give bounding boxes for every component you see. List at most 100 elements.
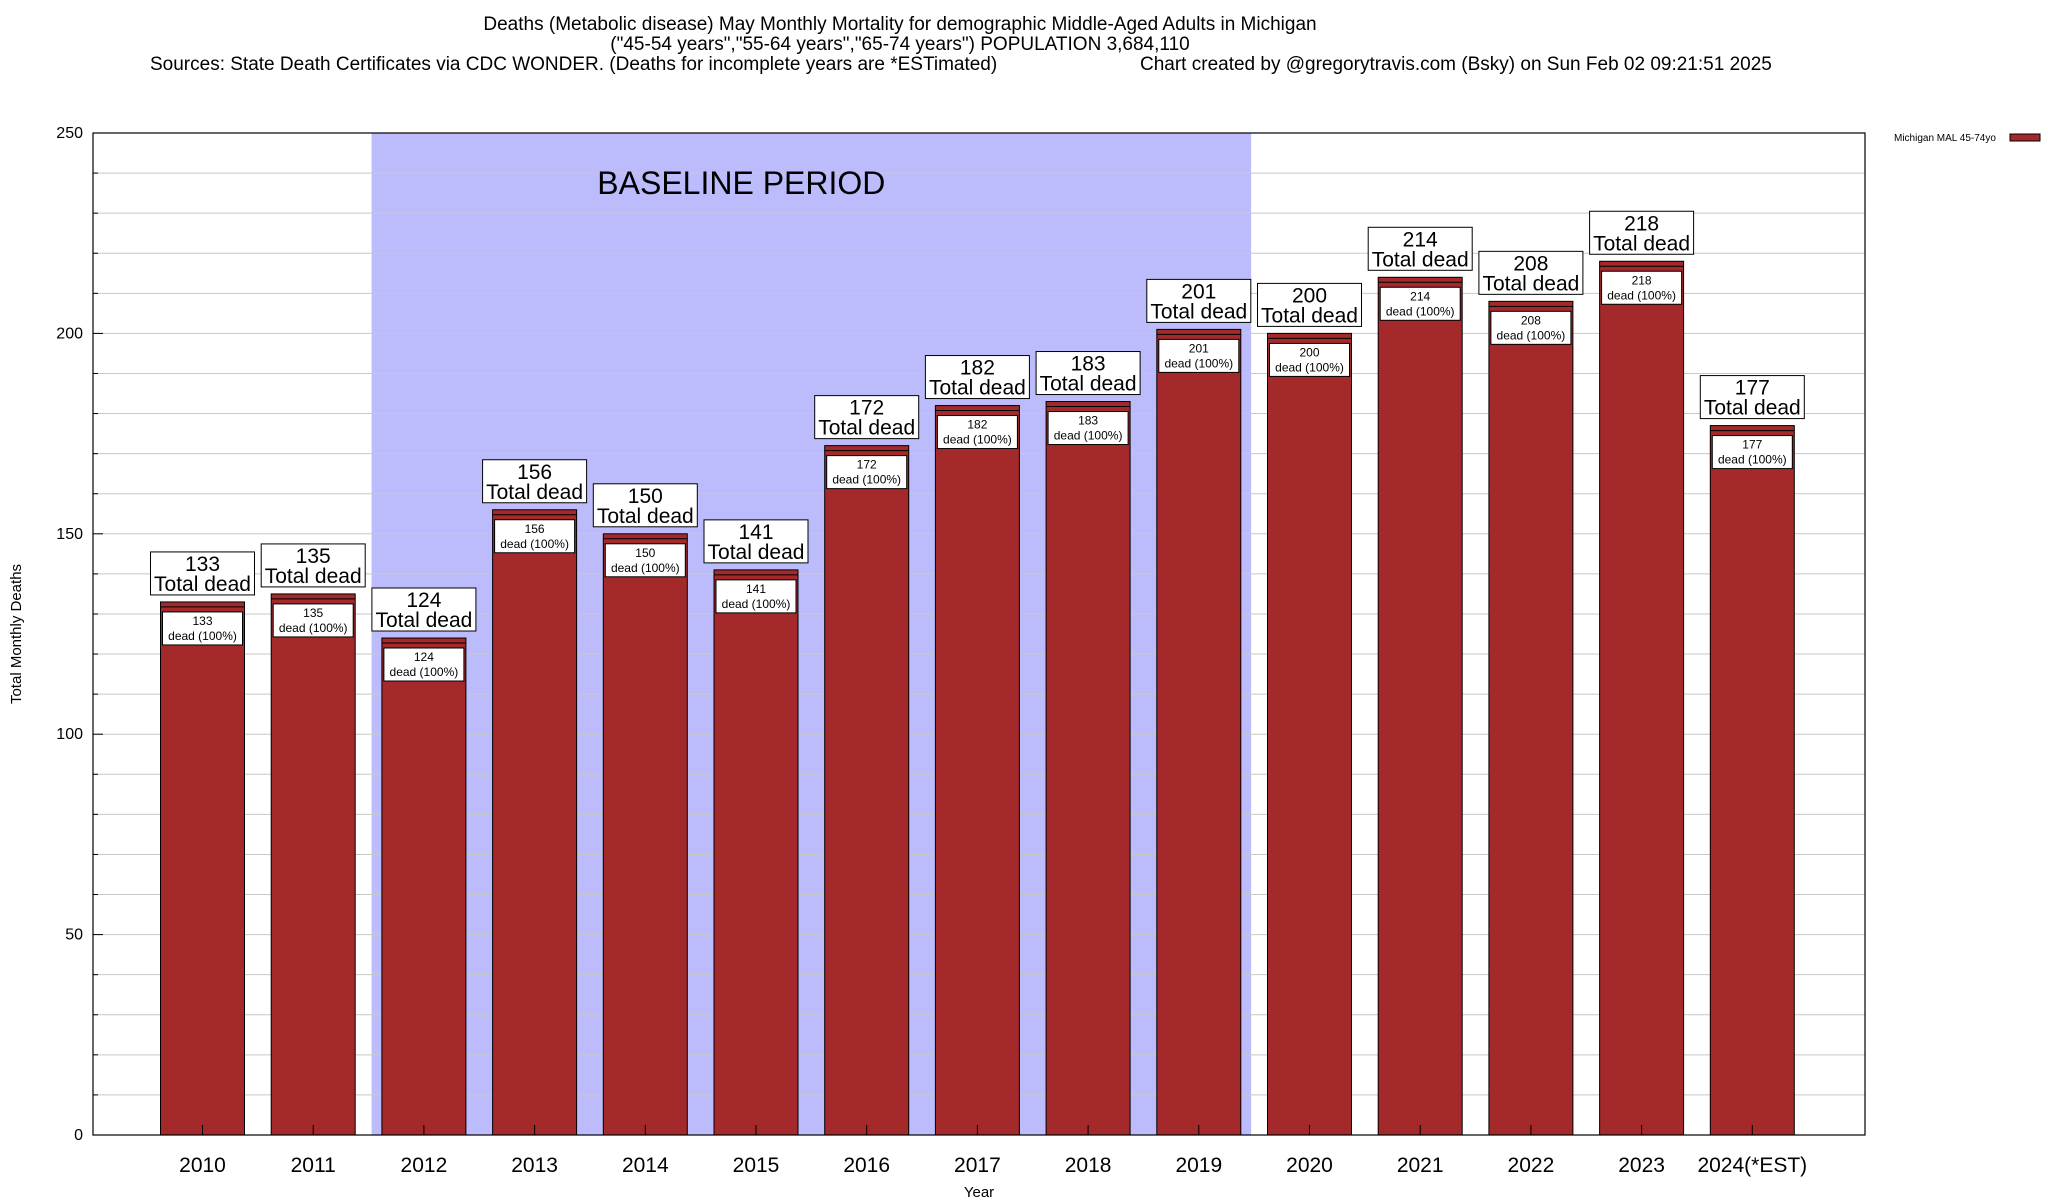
total-label-box xyxy=(1699,375,1805,420)
inner-label-box xyxy=(383,647,465,682)
inner-label-value: 208 xyxy=(1521,313,1541,327)
bar xyxy=(270,593,356,1136)
bar xyxy=(602,533,688,1136)
inner-label-value: 124 xyxy=(414,650,434,664)
bar xyxy=(160,601,245,1136)
bar xyxy=(1599,260,1685,1136)
x-tick-label: 2010 xyxy=(179,1154,226,1177)
bar xyxy=(492,509,578,1136)
inner-label-box xyxy=(494,519,576,554)
inner-label-text: dead (100%) xyxy=(500,537,569,551)
x-tick-label: 2019 xyxy=(1175,1154,1222,1177)
y-axis-ticks: 0 50 100 150 200 250 xyxy=(56,125,103,1144)
inner-label-value: 135 xyxy=(303,606,323,620)
total-label-box xyxy=(1257,282,1362,327)
total-label-text: Total dead xyxy=(1372,248,1469,271)
total-label-value: 177 xyxy=(1735,377,1770,400)
y-tick-label: 0 xyxy=(74,1127,83,1144)
total-label-value: 135 xyxy=(296,545,331,568)
inner-label-text: dead (100%) xyxy=(1054,429,1123,443)
x-tick-label: 2013 xyxy=(511,1154,558,1177)
total-label-box xyxy=(592,483,698,528)
total-label-value: 183 xyxy=(1071,353,1106,376)
x-tick-label: 2011 xyxy=(291,1154,336,1177)
y-tick-label: 200 xyxy=(56,325,83,342)
inner-label-value: 182 xyxy=(967,418,987,432)
inner-label-value: 214 xyxy=(1410,289,1430,303)
inner-label-text: dead (100%) xyxy=(611,561,680,575)
inner-label-box xyxy=(604,543,686,578)
inner-label-text: dead (100%) xyxy=(390,665,459,679)
bar xyxy=(1377,276,1463,1136)
bar xyxy=(381,637,467,1136)
inner-label-value: 133 xyxy=(192,614,212,628)
chart-source-note: Sources: State Death Certificates via CD… xyxy=(150,54,998,75)
legend-label: Michigan MAL 45-74yo xyxy=(1894,133,1996,144)
chart-credit: Chart created by @gregorytravis.com (Bsk… xyxy=(1140,54,1772,75)
inner-label-value: 141 xyxy=(746,582,766,596)
y-tick-label: 150 xyxy=(56,526,83,543)
y-tick-label: 100 xyxy=(56,726,83,743)
inner-label-box xyxy=(1379,286,1461,321)
bar xyxy=(1156,328,1242,1136)
total-label-text: Total dead xyxy=(154,573,251,596)
total-label-value: 200 xyxy=(1292,284,1327,307)
total-label-value: 133 xyxy=(185,553,220,576)
bar xyxy=(1488,300,1574,1136)
total-label-value: 201 xyxy=(1181,280,1216,303)
inner-label-box xyxy=(1711,435,1793,470)
total-label-box xyxy=(1589,210,1695,255)
inner-label-box xyxy=(1490,310,1572,345)
total-label-text: Total dead xyxy=(708,541,805,564)
total-label-value: 141 xyxy=(738,521,773,544)
inner-label-box xyxy=(715,579,797,614)
x-tick-label: 2018 xyxy=(1065,1154,1112,1177)
inner-label-box xyxy=(1158,338,1240,373)
total-label-text: Total dead xyxy=(1593,232,1690,255)
inner-label-box xyxy=(826,455,908,490)
total-label-text: Total dead xyxy=(597,505,694,528)
inner-label-box xyxy=(1269,342,1350,377)
total-label-box xyxy=(814,395,920,440)
inner-label-box xyxy=(272,603,354,638)
total-label-text: Total dead xyxy=(486,481,583,504)
bar xyxy=(1045,401,1131,1136)
inner-label-value: 183 xyxy=(1078,414,1098,428)
x-tick-label: 2023 xyxy=(1618,1154,1665,1177)
inner-label-text: dead (100%) xyxy=(1497,328,1566,342)
x-tick-label: 2022 xyxy=(1508,1154,1555,1177)
bar xyxy=(934,405,1020,1136)
total-label-box xyxy=(482,459,588,504)
legend-swatch xyxy=(2009,133,2041,142)
inner-label-text: dead (100%) xyxy=(168,629,237,643)
total-label-text: Total dead xyxy=(1150,300,1247,323)
inner-label-box xyxy=(1601,270,1683,305)
total-label-box xyxy=(260,543,366,588)
total-label-box xyxy=(1035,351,1141,396)
total-label-box xyxy=(924,355,1030,400)
inner-label-value: 201 xyxy=(1189,341,1209,355)
total-label-box xyxy=(150,551,255,596)
x-tick-label: 2014 xyxy=(622,1154,669,1177)
total-label-value: 156 xyxy=(517,461,552,484)
inner-label-text: dead (100%) xyxy=(1718,453,1787,467)
baseline-period-label: BASELINE PERIOD xyxy=(597,165,885,201)
total-label-text: Total dead xyxy=(929,377,1026,400)
y-axis-label: Total Monthly Deaths xyxy=(8,564,25,704)
inner-label-value: 177 xyxy=(1742,438,1762,452)
total-label-text: Total dead xyxy=(1704,397,1801,420)
inner-label-text: dead (100%) xyxy=(722,597,791,611)
inner-label-text: dead (100%) xyxy=(1164,356,1233,370)
total-label-value: 218 xyxy=(1624,212,1659,235)
bar xyxy=(1267,332,1352,1136)
total-label-text: Total dead xyxy=(1040,373,1137,396)
total-label-text: Total dead xyxy=(375,609,472,632)
chart-title-line-2: ("45-54 years","55-64 years","65-74 year… xyxy=(610,34,1190,55)
total-label-box xyxy=(703,519,809,564)
x-tick-label: 2017 xyxy=(954,1154,1001,1177)
total-label-text: Total dead xyxy=(818,417,915,440)
total-label-text: Total dead xyxy=(1261,304,1358,327)
inner-label-box xyxy=(936,415,1018,450)
